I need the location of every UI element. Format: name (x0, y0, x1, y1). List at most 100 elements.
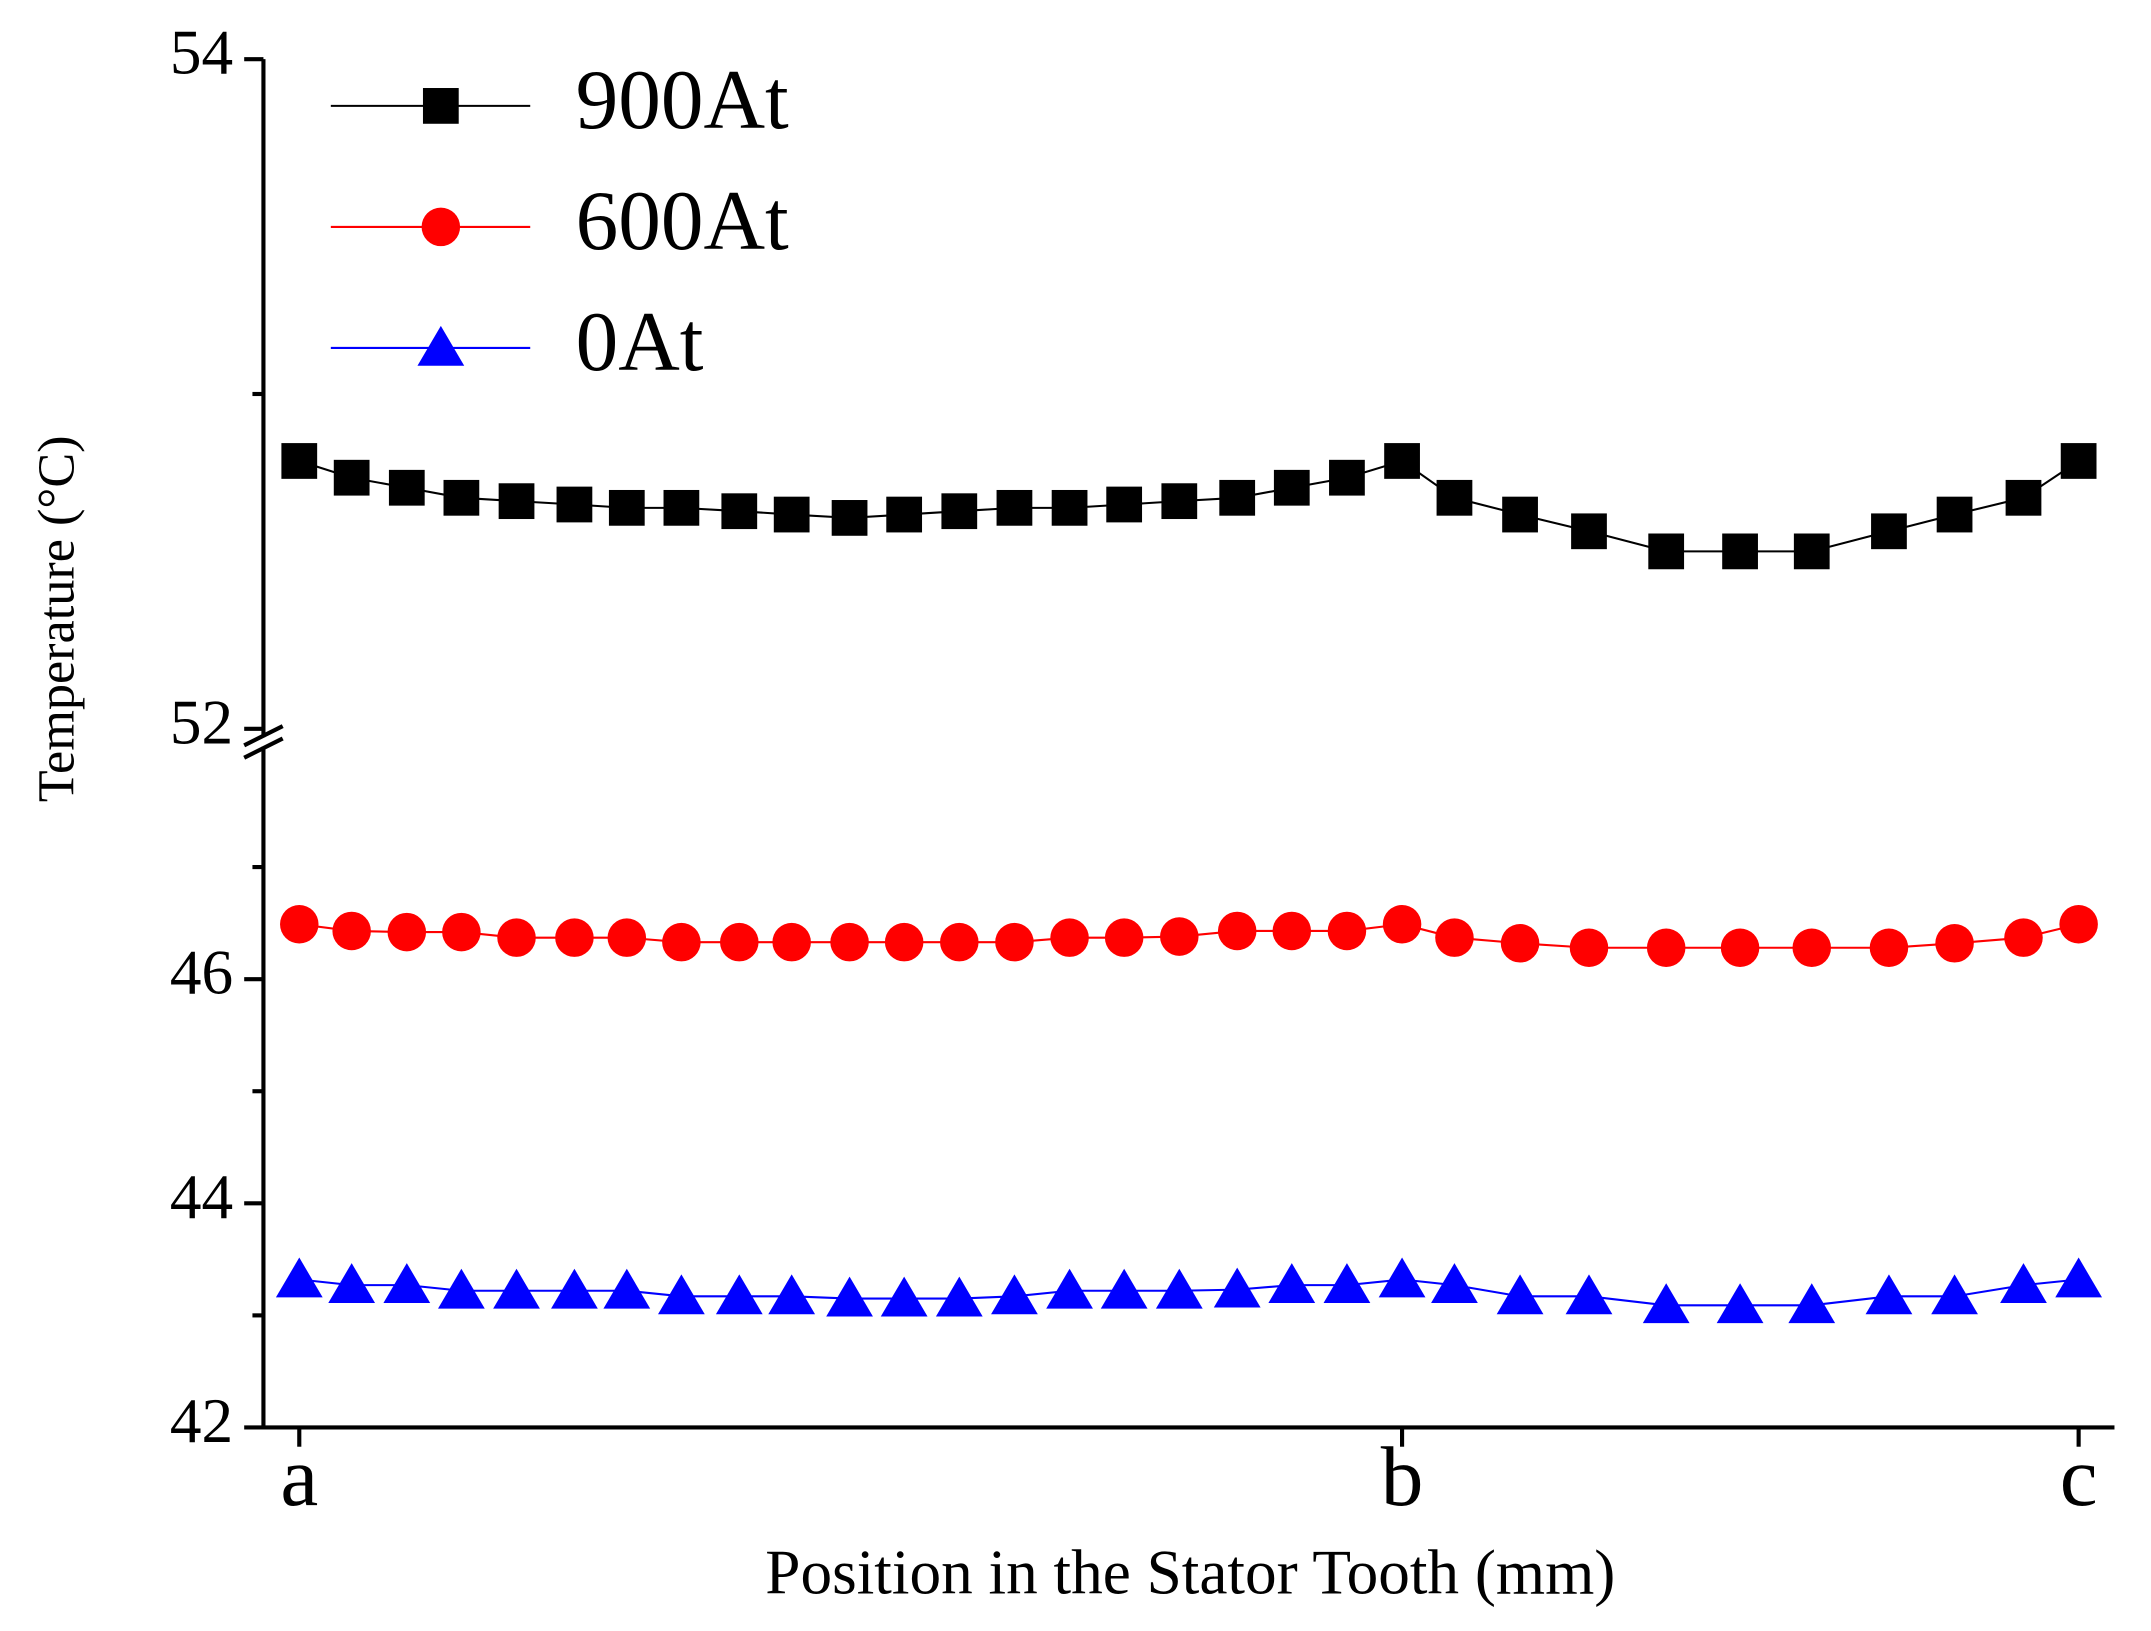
marker (551, 1268, 598, 1309)
marker (1569, 928, 1609, 968)
marker (880, 1276, 928, 1317)
marker (438, 1268, 485, 1309)
x-tick-label: c (2060, 1430, 2098, 1524)
marker (2060, 443, 2097, 479)
marker (1865, 1274, 1913, 1315)
marker (663, 489, 700, 526)
marker (1160, 917, 1199, 956)
marker (1155, 1268, 1203, 1309)
marker (1788, 1283, 1836, 1324)
marker (1378, 1257, 1426, 1298)
x-tick-label: a (280, 1430, 318, 1524)
x-axis-label: Position in the Stator Tooth (mm) (765, 1537, 1615, 1607)
marker (421, 207, 461, 247)
marker (940, 922, 979, 962)
marker (1871, 513, 1907, 550)
marker (555, 918, 594, 957)
marker (996, 489, 1033, 526)
marker (826, 1276, 873, 1317)
legend-label: 900At (576, 53, 789, 147)
marker (1323, 1263, 1371, 1304)
marker (1722, 533, 1758, 570)
marker (1869, 928, 1909, 968)
marker (2005, 479, 2042, 516)
marker (2055, 1257, 2103, 1298)
marker (387, 912, 427, 952)
marker (1051, 489, 1088, 526)
marker (831, 500, 868, 536)
marker (1792, 928, 1832, 968)
marker (2059, 904, 2098, 944)
marker (493, 1268, 540, 1309)
marker (333, 459, 370, 496)
marker (1217, 911, 1257, 951)
marker (383, 1263, 431, 1304)
y-axis-label: Temperature (°C) (27, 435, 85, 802)
marker (1936, 496, 1973, 533)
marker (658, 1274, 705, 1315)
marker (328, 1263, 376, 1304)
marker (556, 486, 593, 523)
marker (497, 918, 536, 957)
marker (1500, 924, 1540, 963)
y-tick-label: 44 (170, 1162, 233, 1232)
marker (1431, 1263, 1478, 1304)
marker (773, 496, 810, 533)
marker (1502, 496, 1538, 533)
marker (935, 1276, 983, 1317)
y-tick-label: 54 (170, 18, 233, 88)
marker (1384, 443, 1420, 479)
marker (443, 479, 480, 516)
marker (1272, 911, 1312, 951)
x-tick-label: b (1381, 1430, 1424, 1524)
marker (275, 1257, 323, 1298)
marker (388, 469, 425, 506)
marker (830, 922, 869, 962)
marker (1435, 918, 1474, 957)
marker (721, 493, 758, 530)
legend-label: 0At (576, 295, 704, 389)
marker (995, 922, 1034, 962)
marker (768, 1274, 816, 1315)
marker (608, 489, 645, 526)
marker (1273, 469, 1310, 506)
marker (1213, 1267, 1261, 1308)
marker (2000, 1263, 2047, 1304)
marker (442, 912, 481, 952)
marker (1050, 918, 1089, 957)
marker (422, 88, 459, 124)
y-tick-label: 52 (170, 687, 233, 757)
marker (2004, 918, 2043, 957)
marker (1793, 533, 1830, 570)
marker (991, 1274, 1038, 1315)
marker (1327, 911, 1367, 951)
marker (715, 1274, 763, 1315)
axis-break (243, 724, 284, 748)
marker (1106, 486, 1143, 523)
marker (1931, 1274, 1978, 1315)
y-tick-label: 42 (170, 1386, 233, 1456)
marker (417, 325, 465, 366)
marker (1935, 924, 1974, 963)
marker (332, 911, 371, 951)
marker (720, 922, 759, 962)
marker (1104, 918, 1144, 957)
marker (603, 1268, 651, 1309)
marker (1716, 1283, 1764, 1324)
marker (1382, 904, 1422, 944)
marker (281, 443, 318, 479)
marker (498, 483, 535, 520)
marker (280, 904, 319, 944)
marker (772, 922, 811, 962)
marker (1329, 459, 1365, 496)
marker (886, 496, 923, 533)
marker (1720, 928, 1760, 968)
marker (1571, 513, 1607, 550)
marker (1646, 928, 1686, 968)
axis-break (243, 736, 284, 760)
marker (1046, 1268, 1093, 1309)
marker (1219, 479, 1256, 516)
marker (884, 922, 924, 962)
marker (941, 493, 978, 530)
marker (1436, 479, 1473, 516)
